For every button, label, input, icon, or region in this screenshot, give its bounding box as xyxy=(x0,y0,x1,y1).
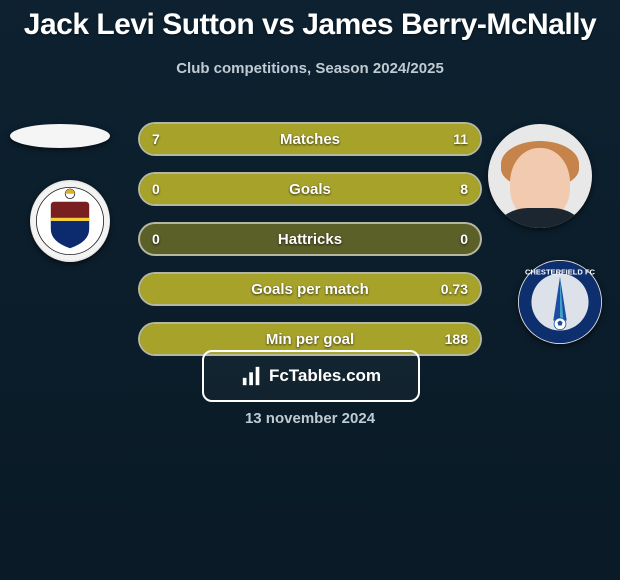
stat-row: 0 Goals 8 xyxy=(138,172,482,206)
stat-row: 0 Hattricks 0 xyxy=(138,222,482,256)
stats-panel: 7 Matches 11 0 Goals 8 0 Hattricks 0 Goals per ma… xyxy=(138,122,482,372)
stat-value-left: 0 xyxy=(152,231,160,247)
stat-value-right: 0.73 xyxy=(441,281,468,297)
shield-icon xyxy=(30,180,110,262)
page-title: Jack Levi Sutton vs James Berry-McNally xyxy=(0,0,620,42)
player-right-avatar xyxy=(488,124,592,228)
date-line: 13 november 2024 xyxy=(0,410,620,427)
stat-value-right: 0 xyxy=(460,231,468,247)
svg-text:CHESTERFIELD FC: CHESTERFIELD FC xyxy=(525,267,596,276)
stat-label: Goals xyxy=(289,181,331,198)
stat-label: Hattricks xyxy=(278,231,342,248)
stat-row: Goals per match 0.73 xyxy=(138,272,482,306)
stat-value-left: 7 xyxy=(152,131,160,147)
player-left-avatar xyxy=(10,124,110,148)
player-right-club-crest: CHESTERFIELD FC xyxy=(518,260,602,344)
stat-value-left: 0 xyxy=(152,181,160,197)
stat-row: 7 Matches 11 xyxy=(138,122,482,156)
stat-value-right: 11 xyxy=(453,131,468,147)
subtitle: Club competitions, Season 2024/2025 xyxy=(0,60,620,77)
stat-label: Goals per match xyxy=(251,281,369,298)
stat-label: Min per goal xyxy=(266,331,354,348)
brand-box: FcTables.com xyxy=(202,350,420,402)
stat-value-right: 188 xyxy=(445,331,468,347)
stat-label: Matches xyxy=(280,131,340,148)
bar-chart-icon xyxy=(241,365,263,387)
brand-label: FcTables.com xyxy=(269,366,381,386)
shield-icon: CHESTERFIELD FC xyxy=(518,260,602,344)
stat-value-right: 8 xyxy=(460,181,468,197)
player-left-club-crest xyxy=(30,180,110,262)
